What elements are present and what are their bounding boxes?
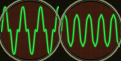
Ellipse shape: [61, 2, 120, 59]
Ellipse shape: [1, 2, 59, 59]
Ellipse shape: [8, 12, 52, 49]
Ellipse shape: [69, 12, 113, 49]
